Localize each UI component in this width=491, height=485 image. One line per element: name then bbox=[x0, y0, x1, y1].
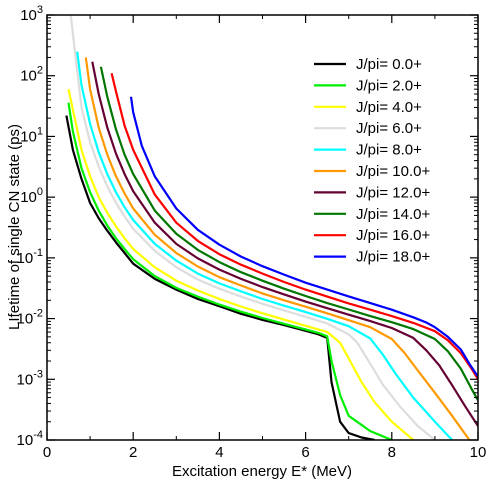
x-tick-label: 0 bbox=[43, 444, 51, 461]
series-line-3 bbox=[69, 15, 436, 440]
legend-label-4: J/pi= 8.0+ bbox=[356, 142, 422, 159]
legend-label-9: J/pi= 18.0+ bbox=[356, 249, 430, 266]
legend-label-2: J/pi= 4.0+ bbox=[356, 99, 422, 116]
series-line-7 bbox=[99, 66, 478, 401]
y-tick-label: 102 bbox=[20, 65, 43, 85]
series-line-1 bbox=[67, 102, 393, 440]
legend-label-8: J/pi= 16.0+ bbox=[356, 227, 430, 244]
legend-label-5: J/pi= 10.0+ bbox=[356, 163, 430, 180]
y-tick-label: 10-1 bbox=[17, 247, 43, 267]
series-line-6 bbox=[91, 61, 478, 427]
x-tick-label: 6 bbox=[301, 444, 309, 461]
x-axis-title: Excitation energy E* (MeV) bbox=[172, 463, 352, 480]
legend-label-7: J/pi= 14.0+ bbox=[356, 206, 430, 223]
y-tick-label: 103 bbox=[20, 4, 43, 24]
y-axis-title: LIfetime of single CN state (ps) bbox=[6, 124, 23, 330]
series-line-2 bbox=[67, 88, 415, 440]
y-tick-label: 101 bbox=[20, 125, 43, 145]
series-line-5 bbox=[84, 57, 471, 440]
y-tick-label: 10-3 bbox=[17, 368, 43, 388]
legend-label-0: J/pi= 0.0+ bbox=[356, 56, 422, 73]
legend-label-3: J/pi= 6.0+ bbox=[356, 120, 422, 137]
y-tick-label: 10-2 bbox=[17, 308, 43, 328]
legend-label-6: J/pi= 12.0+ bbox=[356, 184, 430, 201]
x-tick-label: 8 bbox=[388, 444, 396, 461]
legend: J/pi= 0.0+ J/pi= 2.0+ J/pi= 4.0+ J/pi= 6.0+… bbox=[314, 56, 430, 266]
x-tick-label: 4 bbox=[215, 444, 223, 461]
y-axis: 10-4 10-3 10-2 10-1 100 101 102 103 bbox=[17, 4, 478, 449]
x-tick-label: 10 bbox=[470, 444, 487, 461]
series-line-8 bbox=[110, 72, 478, 380]
series-line-4 bbox=[76, 51, 453, 440]
x-axis: 0 2 4 6 8 10 bbox=[43, 15, 487, 461]
series-line-0 bbox=[65, 115, 375, 440]
y-tick-label: 10-4 bbox=[17, 429, 43, 449]
y-tick-label: 100 bbox=[20, 186, 43, 206]
series-layer bbox=[65, 15, 478, 440]
series-line-9 bbox=[129, 96, 478, 378]
x-tick-label: 2 bbox=[129, 444, 137, 461]
legend-label-1: J/pi= 2.0+ bbox=[356, 77, 422, 94]
